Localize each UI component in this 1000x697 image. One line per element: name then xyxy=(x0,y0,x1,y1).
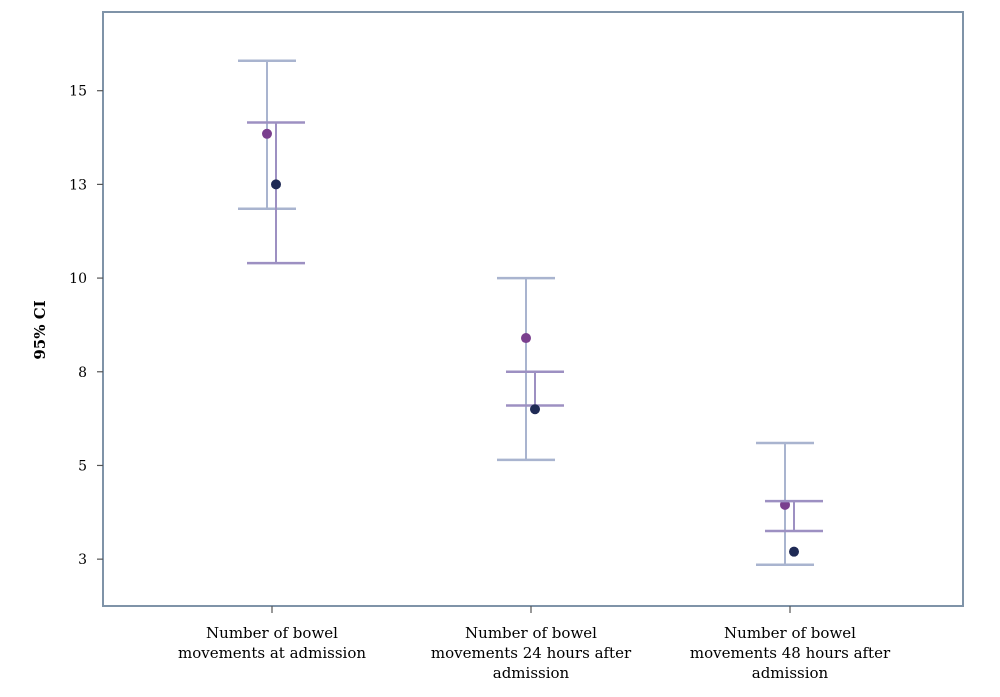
x-axis xyxy=(271,606,791,613)
x-category-label-line: admission xyxy=(751,664,829,682)
y-tick-label: 3 xyxy=(78,552,87,568)
y-axis-title: 95% CI xyxy=(31,300,49,359)
y-tick-label: 10 xyxy=(69,271,87,287)
mean-point xyxy=(521,333,531,344)
y-tick-label: 8 xyxy=(78,365,87,381)
x-category-label-line: movements 48 hours after xyxy=(689,644,891,662)
x-category-label: Number of bowel movements at admission xyxy=(152,623,392,663)
x-category-label-line: movements at admission xyxy=(177,644,367,662)
series-2 xyxy=(247,121,823,557)
chart-marks xyxy=(238,59,823,567)
y-tick-label: 5 xyxy=(78,458,87,474)
y-tick-label: 13 xyxy=(69,177,87,193)
x-category-label-line: admission xyxy=(492,664,570,682)
series-1 xyxy=(238,59,814,567)
x-category-label-line: Number of bowel xyxy=(724,624,856,642)
mean-point xyxy=(262,128,272,139)
mean-point xyxy=(789,546,799,557)
mean-point xyxy=(271,179,281,190)
plot-border xyxy=(102,11,964,607)
x-category-label: Number of bowel movements 24 hours after a… xyxy=(411,623,651,683)
plot-frame xyxy=(102,11,964,607)
x-category-label-line: movements 24 hours after xyxy=(430,644,632,662)
y-tick-label: 15 xyxy=(69,84,87,100)
x-category-label: Number of bowel movements 48 hours after a… xyxy=(670,623,910,683)
mean-point xyxy=(530,404,540,415)
y-axis: 3 5 8 10 13 15 xyxy=(69,84,103,568)
x-category-label-line: Number of bowel xyxy=(206,624,338,642)
x-category-label-line: Number of bowel xyxy=(465,624,597,642)
